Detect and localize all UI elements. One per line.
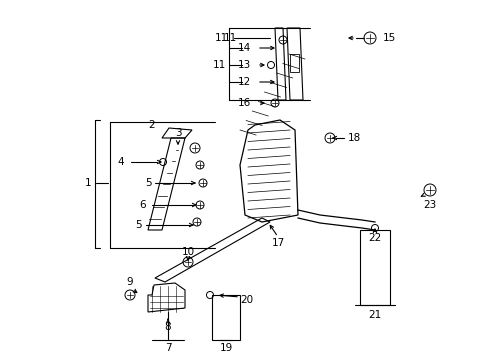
Text: 11: 11: [214, 33, 227, 43]
Text: 1: 1: [84, 178, 91, 188]
Text: 7: 7: [164, 343, 171, 353]
Text: 17: 17: [271, 238, 284, 248]
Text: 20: 20: [240, 295, 253, 305]
Text: 4: 4: [118, 157, 124, 167]
Text: 5: 5: [144, 178, 151, 188]
Text: 9: 9: [126, 277, 133, 287]
Text: 5: 5: [134, 220, 141, 230]
Text: 18: 18: [347, 133, 361, 143]
Text: 13: 13: [237, 60, 250, 70]
Text: 21: 21: [367, 310, 381, 320]
Text: 10: 10: [181, 247, 194, 257]
Text: 12: 12: [237, 77, 250, 87]
Text: 8: 8: [164, 322, 171, 332]
Text: 3: 3: [174, 128, 181, 138]
Text: 6: 6: [140, 200, 146, 210]
Text: 11: 11: [224, 33, 237, 43]
Text: 15: 15: [382, 33, 395, 43]
Text: 19: 19: [219, 343, 232, 353]
Text: 16: 16: [237, 98, 250, 108]
Bar: [289, 54, 298, 72]
Text: 2: 2: [148, 120, 155, 130]
Text: 22: 22: [367, 233, 381, 243]
Text: 11: 11: [212, 60, 225, 70]
Text: 23: 23: [423, 200, 436, 210]
Text: 14: 14: [237, 43, 250, 53]
